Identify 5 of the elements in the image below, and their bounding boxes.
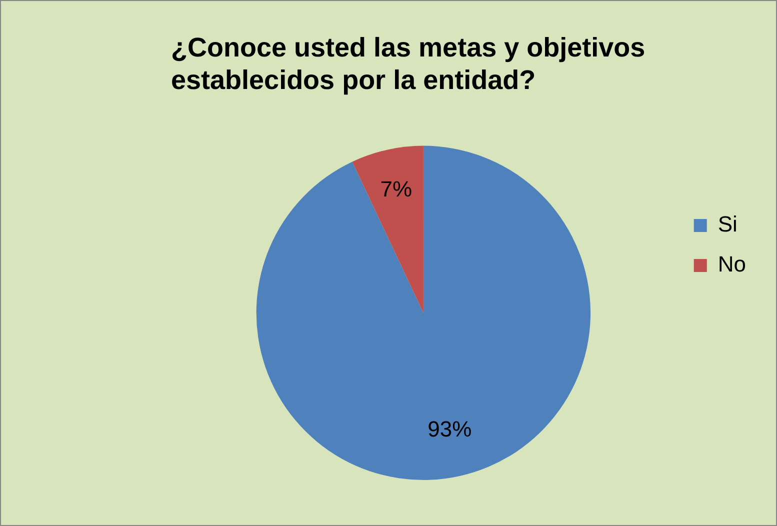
data-label: 7% <box>380 176 412 202</box>
legend-label: No <box>718 252 746 277</box>
chart-title: ¿Conoce usted las metas y objetivos establecidos por la entidad? <box>171 32 646 96</box>
data-label: 93% <box>428 416 472 442</box>
legend-label: Si <box>718 212 738 237</box>
